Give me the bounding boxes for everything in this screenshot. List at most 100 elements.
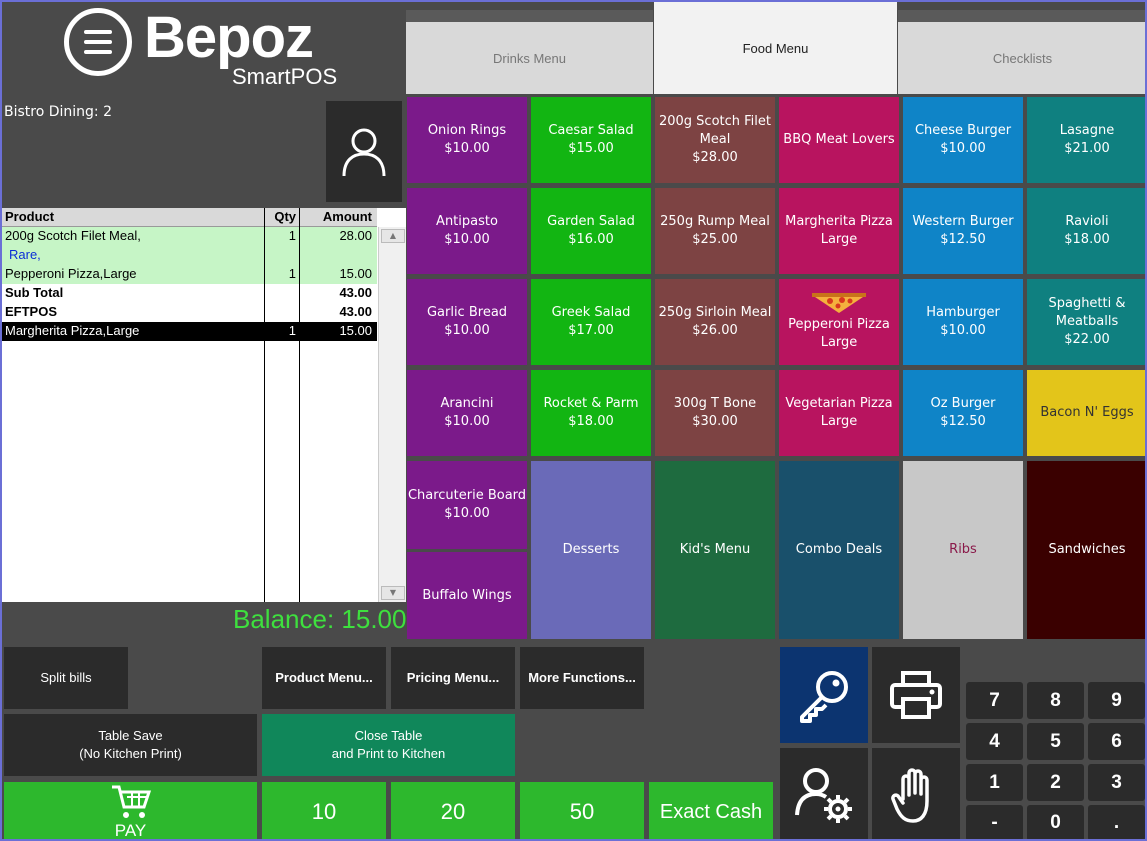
category-desserts[interactable]: Desserts bbox=[531, 461, 651, 639]
order-row[interactable]: EFTPOS 43.00 bbox=[2, 303, 377, 322]
menu-icon[interactable] bbox=[64, 8, 132, 76]
order-row[interactable]: Margherita Pizza,Large 1 15.00 bbox=[2, 322, 377, 341]
menu-item-name: Western Burger bbox=[912, 214, 1014, 229]
order-row[interactable]: Pepperoni Pizza,Large 1 15.00 bbox=[2, 265, 377, 284]
menu-item-price: $10.00 bbox=[444, 414, 490, 429]
menu-item-lasagne[interactable]: Lasagne $21.00 bbox=[1027, 97, 1147, 183]
menu-item-250g-sirloin-meal[interactable]: 250g Sirloin Meal $26.00 bbox=[655, 279, 775, 365]
keypad-key[interactable]: 5 bbox=[1027, 723, 1084, 760]
scroll-down-icon[interactable]: ▼ bbox=[381, 586, 405, 600]
menu-item-name: 300g T Bone bbox=[673, 396, 757, 411]
menu-item-vegetarian-pizza-large[interactable]: Vegetarian Pizza Large bbox=[779, 370, 899, 456]
menu-item-caesar-salad[interactable]: Caesar Salad $15.00 bbox=[531, 97, 651, 183]
scroll-up-icon[interactable]: ▲ bbox=[381, 229, 405, 243]
menu-item-cheese-burger[interactable]: Cheese Burger $10.00 bbox=[903, 97, 1023, 183]
menu-item-name: Buffalo Wings bbox=[422, 587, 512, 603]
balance-display: Balance: 15.00 bbox=[233, 604, 407, 634]
order-scrollbar[interactable]: ▲ ▼ bbox=[378, 227, 406, 602]
keypad-key[interactable]: 2 bbox=[1027, 764, 1084, 801]
order-qty: 1 bbox=[288, 266, 296, 281]
cash-50-label: 50 bbox=[569, 798, 595, 824]
menu-item-antipasto[interactable]: Antipasto $10.00 bbox=[407, 188, 527, 274]
menu-item-300g-t-bone[interactable]: 300g T Bone $30.00 bbox=[655, 370, 775, 456]
keypad-key[interactable]: 9 bbox=[1088, 682, 1145, 719]
hold-button[interactable] bbox=[872, 748, 960, 841]
cash-10-button[interactable]: 10 bbox=[262, 782, 386, 841]
keypad-key[interactable]: 8 bbox=[1027, 682, 1084, 719]
menu-item-greek-salad[interactable]: Greek Salad $17.00 bbox=[531, 279, 651, 365]
menu-item-bbq-meat-lovers[interactable]: BBQ Meat Lovers bbox=[779, 97, 899, 183]
category-kid-s-menu[interactable]: Kid's Menu bbox=[655, 461, 775, 639]
menu-item-name: Antipasto bbox=[436, 214, 498, 229]
pricing-menu-button[interactable]: Pricing Menu... bbox=[391, 647, 515, 709]
menu-item-250g-rump-meal[interactable]: 250g Rump Meal $25.00 bbox=[655, 188, 775, 274]
category-sandwiches[interactable]: Sandwiches bbox=[1027, 461, 1147, 639]
category-ribs[interactable]: Ribs bbox=[903, 461, 1023, 639]
keypad-key[interactable]: 1 bbox=[966, 764, 1023, 801]
menu-item-western-burger[interactable]: Western Burger $12.50 bbox=[903, 188, 1023, 274]
menu-item-garden-salad[interactable]: Garden Salad $16.00 bbox=[531, 188, 651, 274]
keypad-key[interactable]: 4 bbox=[966, 723, 1023, 760]
tab-drinks-menu[interactable]: Drinks Menu bbox=[406, 10, 653, 94]
menu-item-charcuterie-board[interactable]: Charcuterie Board $10.00 bbox=[407, 461, 527, 549]
menu-item-200g-scotch-filet-meal[interactable]: 200g Scotch Filet Meal $28.00 bbox=[655, 97, 775, 183]
keypad-key[interactable]: - bbox=[966, 805, 1023, 841]
menu-item-margherita-pizza-large[interactable]: Margherita Pizza Large bbox=[779, 188, 899, 274]
keypad-key[interactable]: 0 bbox=[1027, 805, 1084, 841]
menu-item-garlic-bread[interactable]: Garlic Bread $10.00 bbox=[407, 279, 527, 365]
menu-item-name: Spaghetti & Meatballs bbox=[1048, 296, 1126, 329]
table-save-label: Table Save bbox=[98, 728, 163, 743]
menu-item-arancini[interactable]: Arancini $10.00 bbox=[407, 370, 527, 456]
close-table-button[interactable]: Close Table and Print to Kitchen bbox=[262, 714, 515, 776]
menu-item-name: Pepperoni Pizza Large bbox=[788, 317, 890, 350]
category-label: Combo Deals bbox=[795, 542, 883, 557]
menu-item-name: 250g Rump Meal bbox=[660, 214, 770, 229]
pay-button[interactable]: PAY bbox=[4, 782, 257, 841]
customer-button[interactable] bbox=[326, 101, 402, 202]
user-settings-button[interactable] bbox=[780, 748, 868, 841]
order-product: EFTPOS bbox=[5, 304, 58, 319]
split-bills-button[interactable]: Split bills bbox=[4, 647, 128, 709]
keypad-key[interactable]: 3 bbox=[1088, 764, 1145, 801]
order-product: 200g Scotch Filet Meal, bbox=[5, 228, 141, 243]
category-label: Desserts bbox=[562, 542, 620, 557]
order-row[interactable]: Sub Total 43.00 bbox=[2, 284, 377, 303]
key-icon bbox=[800, 671, 848, 723]
category-label: Sandwiches bbox=[1048, 542, 1126, 557]
keypad-key[interactable]: 7 bbox=[966, 682, 1023, 719]
table-save-button[interactable]: Table Save (No Kitchen Print) bbox=[4, 714, 257, 776]
keypad-key[interactable]: 6 bbox=[1088, 723, 1145, 760]
col-amount: Amount bbox=[322, 209, 372, 224]
menu-item-hamburger[interactable]: Hamburger $10.00 bbox=[903, 279, 1023, 365]
menu-item-rocket-parm[interactable]: Rocket & Parm $18.00 bbox=[531, 370, 651, 456]
menu-item-name: 250g Sirloin Meal bbox=[658, 305, 772, 320]
menu-item-ravioli[interactable]: Ravioli $18.00 bbox=[1027, 188, 1147, 274]
category-combo-deals[interactable]: Combo Deals bbox=[779, 461, 899, 639]
menu-item-oz-burger[interactable]: Oz Burger $12.50 bbox=[903, 370, 1023, 456]
close-table-sublabel: and Print to Kitchen bbox=[331, 746, 446, 761]
tab-food-menu[interactable]: Food Menu bbox=[654, 2, 897, 94]
pay-label: PAY bbox=[114, 821, 147, 840]
more-functions-button[interactable]: More Functions... bbox=[520, 647, 644, 709]
exact-cash-label: Exact Cash bbox=[659, 800, 763, 823]
menu-item-pepperoni-pizza-large[interactable]: Pepperoni Pizza Large bbox=[779, 279, 899, 365]
product-menu-button[interactable]: Product Menu... bbox=[262, 647, 386, 709]
exact-cash-button[interactable]: Exact Cash bbox=[649, 782, 773, 841]
table-save-sublabel: (No Kitchen Print) bbox=[79, 746, 182, 761]
cash-50-button[interactable]: 50 bbox=[520, 782, 644, 841]
key-button[interactable] bbox=[780, 647, 868, 743]
keypad-key[interactable]: . bbox=[1088, 805, 1145, 841]
cash-20-button[interactable]: 20 bbox=[391, 782, 515, 841]
hand-icon bbox=[891, 767, 929, 823]
order-list[interactable]: Product Qty Amount 200g Scotch Filet Mea… bbox=[2, 208, 406, 602]
category-label: Kid's Menu bbox=[679, 542, 751, 557]
tab-checklists[interactable]: Checklists bbox=[898, 10, 1147, 94]
print-button[interactable] bbox=[872, 647, 960, 743]
menu-item-bacon-n-eggs[interactable]: Bacon N' Eggs bbox=[1027, 370, 1147, 456]
menu-item-onion-rings[interactable]: Onion Rings $10.00 bbox=[407, 97, 527, 183]
menu-item-spaghetti-meatballs[interactable]: Spaghetti & Meatballs $22.00 bbox=[1027, 279, 1147, 365]
order-product: Sub Total bbox=[5, 285, 64, 300]
order-row[interactable]: 200g Scotch Filet Meal, 1 28.00 bbox=[2, 227, 377, 246]
order-row[interactable]: Rare, bbox=[2, 246, 377, 265]
menu-item-buffalo-wings[interactable]: Buffalo Wings bbox=[407, 552, 527, 639]
